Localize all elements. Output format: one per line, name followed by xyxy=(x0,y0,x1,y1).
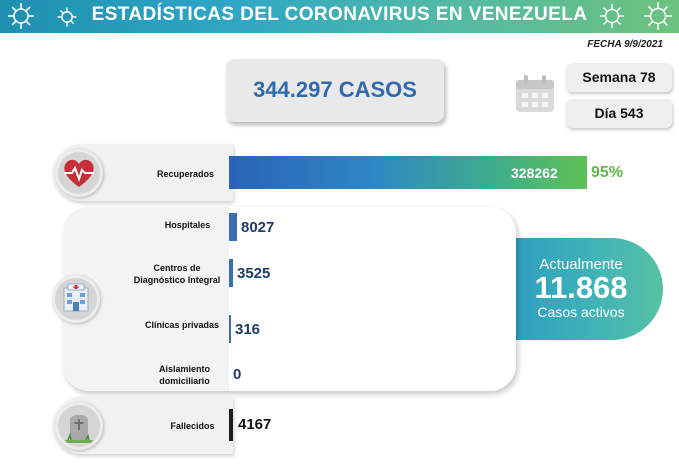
bar-label: Hospitales xyxy=(164,220,211,230)
day-counter: Día 543 xyxy=(566,99,672,128)
bar-value-label: 3525 xyxy=(237,265,271,282)
bar-label: Centros de Diagnóstico Integral xyxy=(133,263,221,285)
tombstone-icon xyxy=(55,402,103,450)
active-bars-area xyxy=(229,207,516,391)
bar-value-label: 328262 xyxy=(511,165,558,181)
virus-icon xyxy=(57,7,77,27)
active-cases-caption: Actualmente xyxy=(539,256,623,273)
heart-pulse-icon xyxy=(55,149,103,197)
page-title: ESTADÍSTICAS DEL CORONAVIRUS EN VENEZUEL… xyxy=(91,4,588,25)
bar-clinicas xyxy=(229,315,231,343)
bar-value-label: 0 xyxy=(233,366,242,383)
bar-label: Clínicas privadas xyxy=(144,320,220,330)
bar-recuperados xyxy=(229,156,587,189)
bar-value-label: 4167 xyxy=(238,416,272,433)
date-label: FECHA 9/9/2021 xyxy=(587,39,663,50)
virus-icon xyxy=(644,2,672,30)
total-cases-box: 344.297 CASOS xyxy=(226,59,444,122)
header-banner: ESTADÍSTICAS DEL CORONAVIRUS EN VENEZUEL… xyxy=(0,0,679,33)
bar-hospitales xyxy=(229,213,237,241)
week-counter: Semana 78 xyxy=(566,63,672,92)
virus-icon xyxy=(599,3,625,29)
active-cases-bubble xyxy=(508,238,663,340)
virus-icon xyxy=(8,3,34,29)
bar-cdi xyxy=(229,259,233,287)
hospital-icon xyxy=(52,275,100,323)
recovered-percentage: 95% xyxy=(591,164,624,181)
total-cases-value: 344.297 CASOS xyxy=(253,77,417,102)
active-cases-number: 11.868 xyxy=(534,270,628,305)
bar-label: Recuperados xyxy=(156,169,215,179)
calendar-icon xyxy=(516,75,554,112)
bar-value-label: 8027 xyxy=(241,219,275,236)
bar-value-label: 316 xyxy=(235,321,261,338)
bar-label: Fallecidos xyxy=(170,421,215,431)
active-cases-subcaption: Casos activos xyxy=(537,304,625,320)
bar-fallecidos xyxy=(229,409,233,441)
bar-label: Aislamiento domiciliario xyxy=(158,364,210,386)
